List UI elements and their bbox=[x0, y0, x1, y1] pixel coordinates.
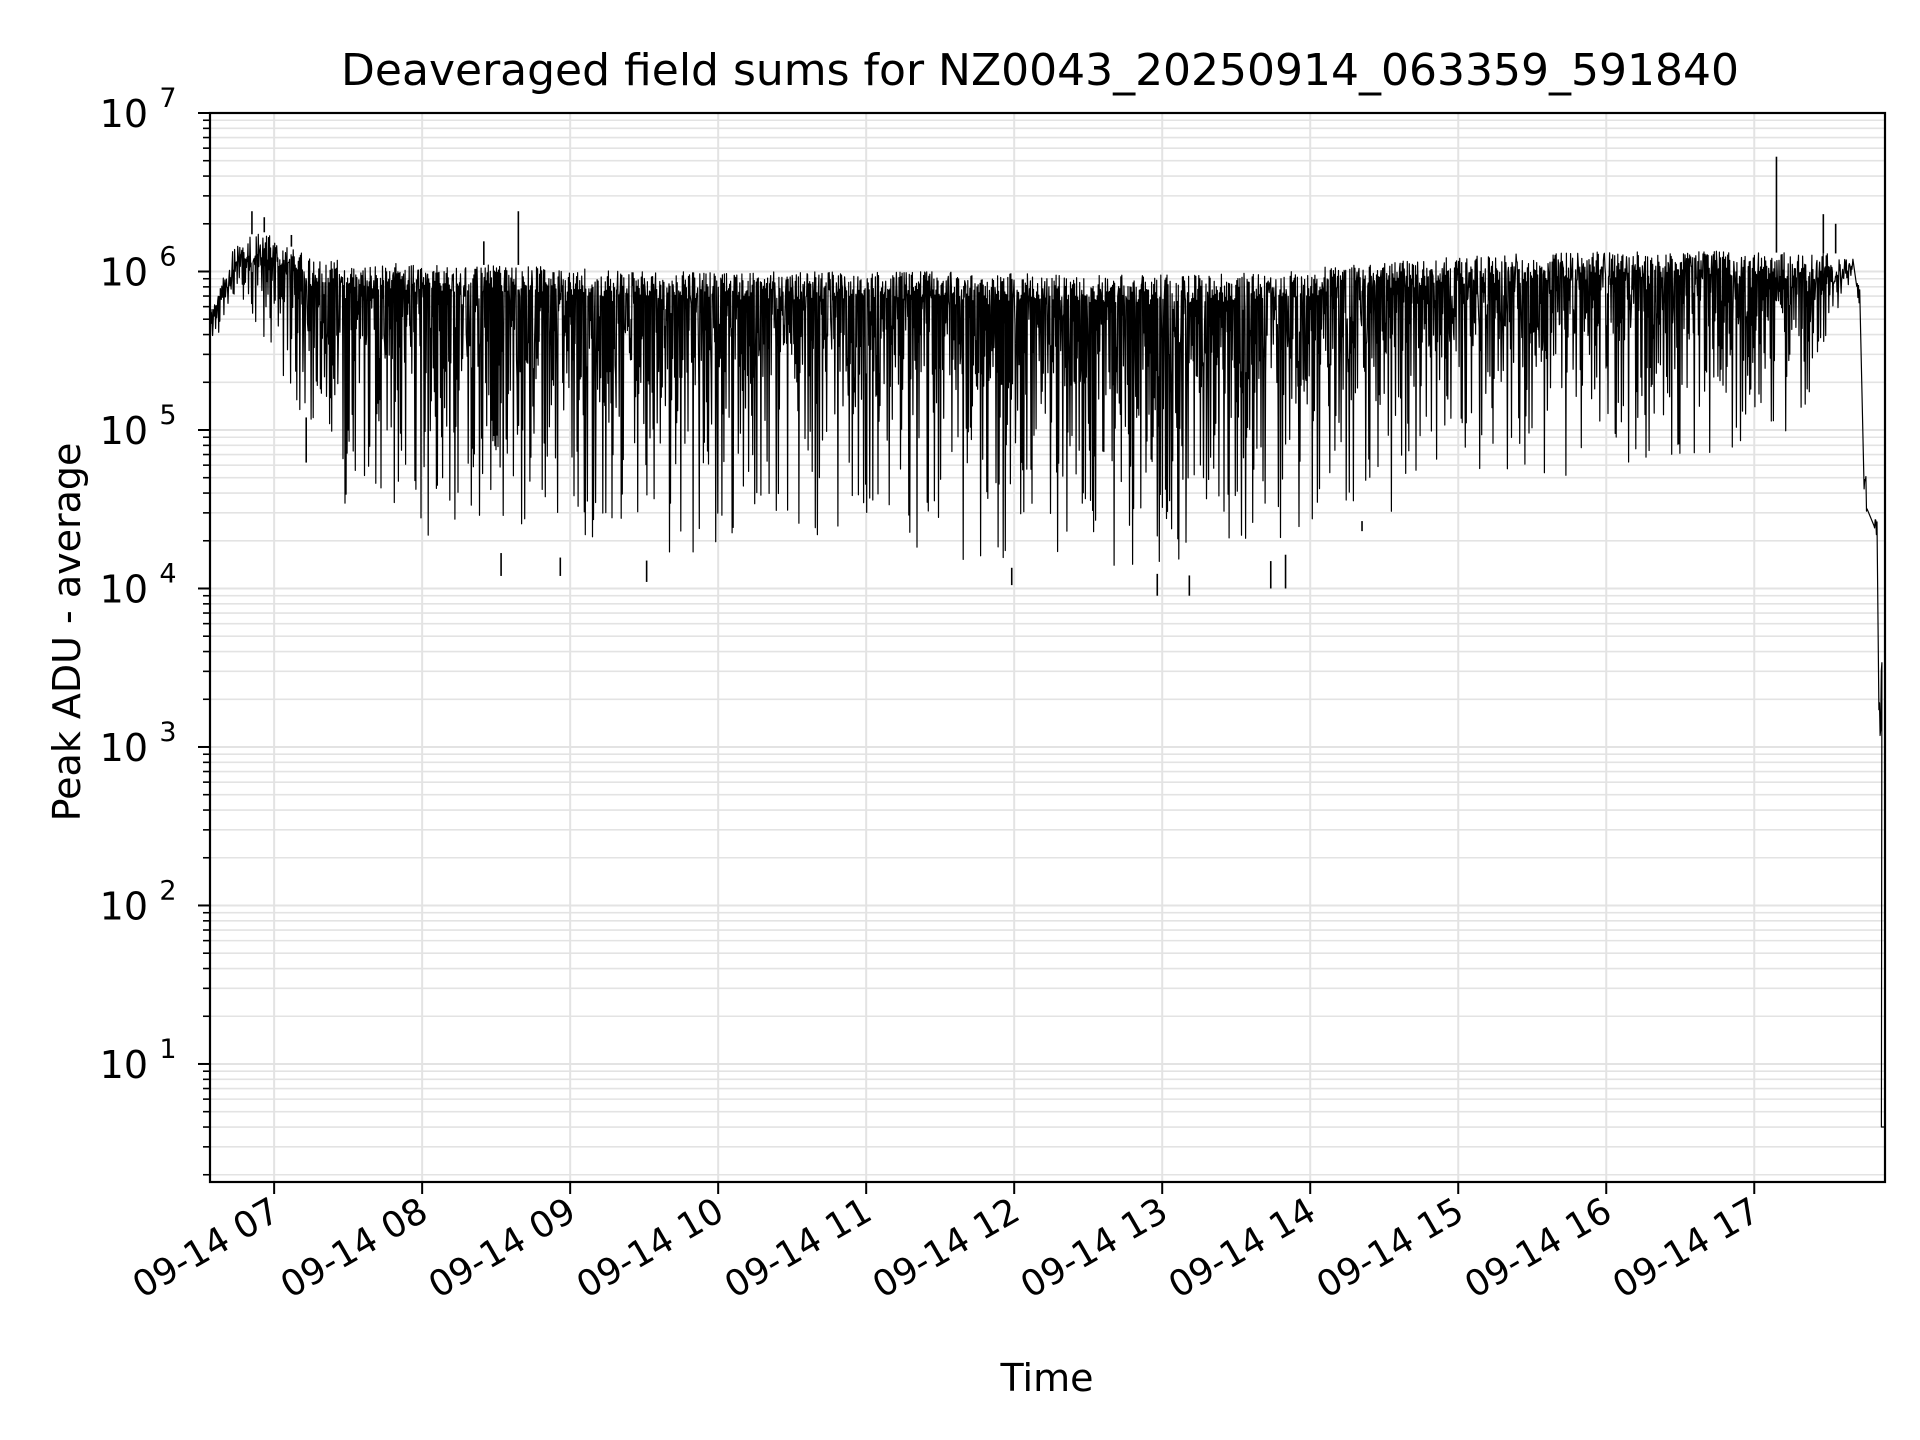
y-tick-exponent: 3 bbox=[159, 717, 176, 748]
x-axis-label: Time bbox=[1000, 1356, 1094, 1400]
y-tick-label: 10 bbox=[100, 409, 148, 453]
plot-series bbox=[209, 156, 1885, 1128]
y-tick-exponent: 7 bbox=[159, 83, 176, 114]
axes bbox=[208, 111, 1887, 1184]
grid bbox=[210, 112, 1885, 1182]
y-tick-label: 10 bbox=[100, 567, 148, 611]
y-tick-label: 10 bbox=[100, 92, 148, 136]
y-tick-exponent: 4 bbox=[159, 558, 176, 589]
y-tick-exponent: 6 bbox=[159, 241, 176, 272]
y-tick-label: 10 bbox=[100, 884, 148, 928]
y-tick-exponent: 2 bbox=[159, 875, 176, 906]
plot-frame bbox=[208, 111, 1887, 1184]
y-tick-label: 10 bbox=[100, 1043, 148, 1087]
series-line bbox=[209, 233, 1885, 1128]
y-axis-ticks: 10 1 10 2 10 3 10 4 10 5 10 6 10 7 bbox=[100, 83, 210, 1176]
chart-title: Deaveraged field sums for NZ0043_2025091… bbox=[341, 45, 1739, 96]
y-tick-label: 10 bbox=[100, 726, 148, 770]
y-tick-exponent: 1 bbox=[159, 1034, 176, 1065]
y-tick-exponent: 5 bbox=[159, 400, 176, 431]
y-tick-label: 10 bbox=[100, 250, 148, 294]
y-axis-label: Peak ADU - average bbox=[45, 443, 89, 822]
